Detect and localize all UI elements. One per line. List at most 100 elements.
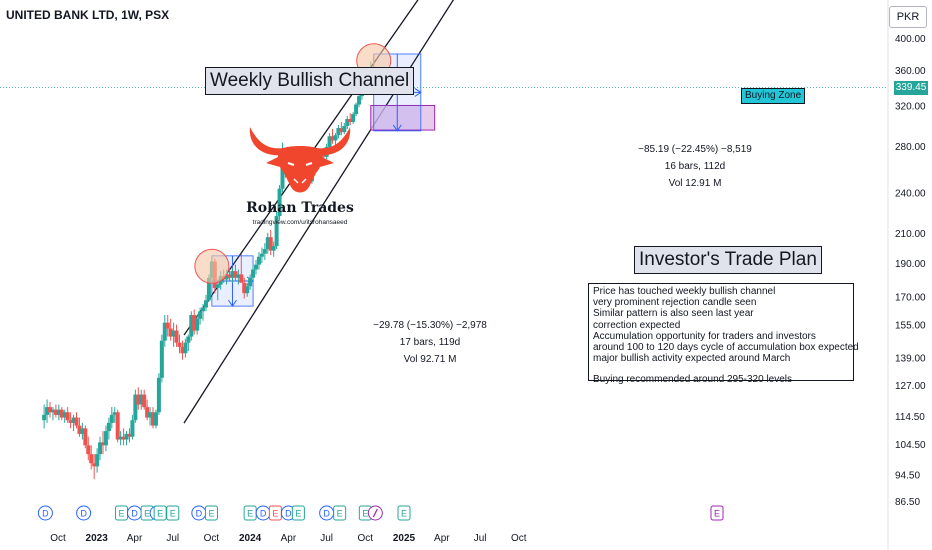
candle-body: [251, 269, 256, 278]
candle-body: [203, 300, 208, 308]
last-price-tag: 339.45: [894, 81, 928, 95]
candle-body: [233, 271, 238, 278]
candle-body: [215, 284, 220, 288]
buying-zone-label: Buying Zone: [741, 88, 806, 104]
candle-body: [89, 454, 94, 464]
candle-body: [345, 118, 350, 126]
plan-line: major bullish activity expected around M…: [593, 353, 791, 365]
candle-body: [254, 264, 259, 270]
dividend-event-label: D: [131, 509, 138, 519]
y-tick-label: 240.00: [895, 188, 926, 199]
x-tick-label: Oct: [358, 533, 374, 544]
candle-body: [124, 433, 129, 440]
candle-body: [133, 394, 138, 421]
earnings-event-label: E: [362, 509, 368, 519]
candle-body: [80, 428, 85, 434]
plan-line: Price has touched weekly bullish channel: [593, 286, 776, 297]
y-tick-label: 104.50: [895, 440, 926, 451]
x-tick-label: Oct: [50, 533, 66, 544]
candle-body: [242, 282, 247, 294]
candle-body: [106, 422, 111, 432]
plan-title: Investor's Trade Plan: [634, 246, 822, 274]
x-tick-label: 2023: [86, 533, 109, 544]
candle-body: [74, 417, 79, 426]
candle-body: [351, 114, 356, 122]
candle-body: [268, 237, 273, 251]
earnings-event-icon: [153, 505, 167, 521]
candle-body: [171, 330, 176, 337]
y-tick-label: 170.00: [895, 293, 926, 304]
candle-body: [109, 414, 114, 423]
candle-body: [98, 442, 103, 455]
candle-body: [186, 336, 191, 343]
candle-body: [162, 322, 167, 341]
candle-body: [168, 328, 173, 337]
channel-title: Weekly Bullish Channel: [205, 67, 415, 95]
x-tick-label: 2024: [239, 533, 262, 544]
candle-body: [77, 425, 82, 434]
candle-body: [148, 412, 153, 418]
candle-body: [153, 412, 158, 426]
y-tick-label: 280.00: [895, 142, 926, 153]
candle-body: [118, 436, 123, 440]
candle-body: [139, 394, 144, 405]
plan-spacer: [593, 364, 849, 374]
earnings-event-label: E: [337, 509, 343, 519]
bull-logo-icon: [249, 127, 351, 193]
candle-body: [265, 237, 270, 250]
earnings-event-label: E: [144, 509, 150, 519]
earnings-event-label: E: [208, 509, 214, 519]
x-tick-label: Oct: [204, 533, 220, 544]
candle-body: [53, 409, 58, 415]
candle-body: [189, 315, 194, 337]
x-tick-label: Jul: [474, 533, 487, 544]
candle-body: [245, 286, 250, 294]
earnings-event-label: E: [295, 509, 301, 519]
earnings-event-icon: [333, 505, 347, 521]
candle-body: [177, 342, 182, 347]
candle-body: [103, 431, 108, 446]
candle-body: [327, 136, 332, 147]
symbol-title: UNITED BANK LTD, 1W, PSX: [6, 8, 170, 22]
candle-body: [145, 407, 150, 418]
candle-body: [71, 417, 76, 423]
candle-body: [136, 394, 141, 405]
measure-2023-arrow-head: [228, 299, 237, 308]
dividend-event-icon: [76, 505, 92, 521]
y-tick-label: 210.00: [895, 229, 926, 240]
candle-body: [271, 246, 276, 251]
x-tick-label: Apr: [127, 533, 143, 544]
x-tick-label: Jul: [166, 533, 179, 544]
candle-body: [180, 346, 185, 354]
candle-body: [165, 322, 170, 329]
candle-body: [83, 428, 88, 446]
measure-2023-volume: Vol 92.71 M: [403, 354, 457, 365]
earnings-event-icon: [204, 505, 218, 521]
y-tick-label: 360.00: [895, 66, 926, 77]
candle-body: [42, 414, 47, 421]
earnings-event-label: E: [118, 509, 124, 519]
logo-name: Rohan Trades: [246, 200, 354, 216]
candle-body: [100, 442, 105, 446]
candle-body: [227, 274, 232, 278]
candle-body: [130, 420, 135, 437]
trade-plan-note: Price has touched weekly bullish channel…: [588, 283, 859, 385]
measure-2024-change: −85.19 (−22.45%) −8,519: [638, 144, 752, 155]
currency-button[interactable]: PKR: [889, 6, 927, 28]
candle-body: [62, 412, 67, 418]
candle-body: [277, 188, 282, 217]
x-tick-label: Jul: [320, 533, 333, 544]
candle-body: [354, 104, 359, 115]
channel-lower-line: [183, 0, 455, 424]
candle-body: [256, 256, 261, 265]
y-tick-label: 320.00: [895, 101, 926, 112]
earnings-event-icon: [291, 505, 305, 521]
split-event-mark: [372, 508, 378, 518]
earnings-event-label: E: [247, 509, 253, 519]
candle-body: [239, 274, 244, 283]
candle-body: [115, 412, 120, 440]
measure-2024-bars: 16 bars, 112d: [664, 161, 726, 172]
candle-body: [195, 318, 200, 331]
candle-body: [339, 128, 344, 133]
